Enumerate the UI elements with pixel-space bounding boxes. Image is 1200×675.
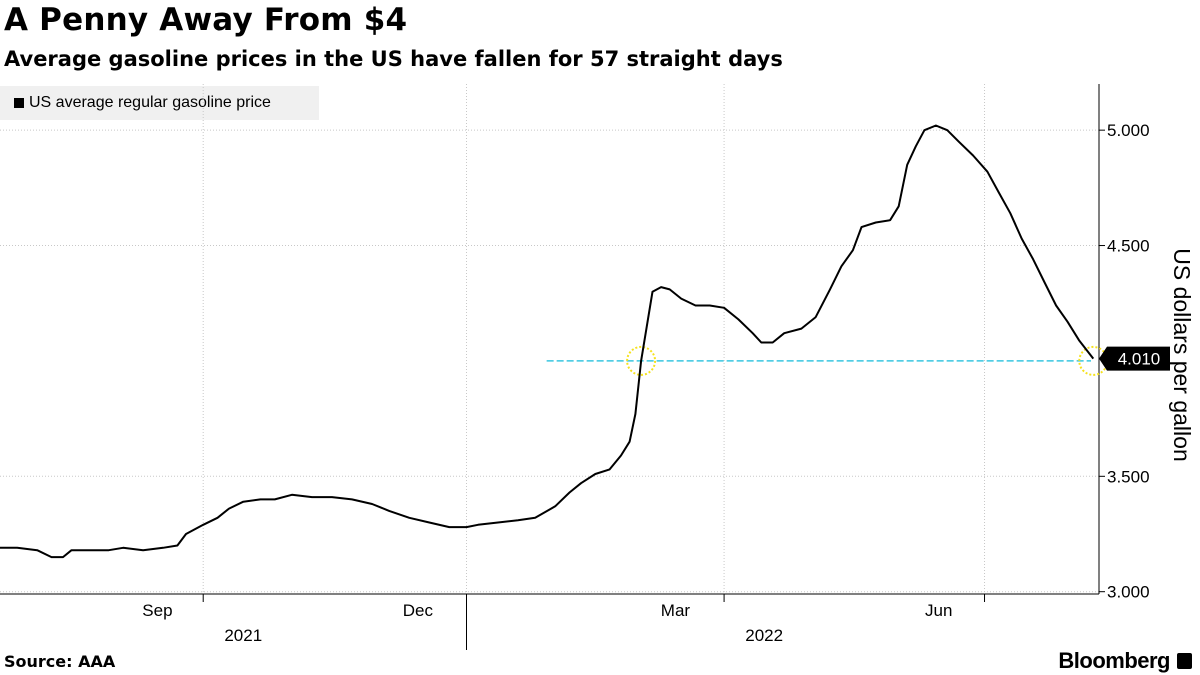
chart-subtitle: Average gasoline prices in the US have f… bbox=[4, 47, 783, 71]
highlight-circle bbox=[626, 345, 657, 376]
last-value-label: 4.010 bbox=[1118, 350, 1161, 369]
y-tick-label: 4.500 bbox=[1107, 237, 1150, 256]
x-year-label: 2022 bbox=[745, 626, 783, 645]
reference-layer bbox=[546, 345, 1109, 376]
chart-title: A Penny Away From $4 bbox=[4, 2, 408, 38]
source-note: Source: AAA bbox=[4, 652, 116, 671]
last-value-tag bbox=[1099, 346, 1170, 371]
x-tick-label: Dec bbox=[403, 601, 434, 620]
x-year-label: 2021 bbox=[224, 626, 262, 645]
x-tick-label: Sep bbox=[142, 601, 172, 620]
y-tick-label: 5.000 bbox=[1107, 121, 1150, 140]
x-tick-label: Mar bbox=[661, 601, 691, 620]
tick-labels: 3.000 3.500 4.500 5.000 Sep Dec Mar Jun 2021 2022… bbox=[142, 121, 1195, 645]
brand-logo: Bloomberg bbox=[1058, 648, 1170, 673]
axes bbox=[0, 84, 1105, 650]
legend: US average regular gasoline price bbox=[0, 86, 319, 120]
x-tick-label: Jun bbox=[925, 601, 952, 620]
series-layer bbox=[0, 124, 1095, 559]
y-tick-label: 3.000 bbox=[1107, 583, 1150, 602]
y-axis-title: US dollars per gallon bbox=[1169, 248, 1195, 462]
bloomberg-terminal-icon bbox=[1177, 653, 1192, 669]
gridlines bbox=[0, 84, 1099, 594]
series-line-gas-price bbox=[0, 124, 1095, 559]
y-tick-label: 3.500 bbox=[1107, 467, 1150, 486]
legend-label: US average regular gasoline price bbox=[29, 94, 271, 111]
legend-swatch-icon bbox=[14, 98, 24, 108]
